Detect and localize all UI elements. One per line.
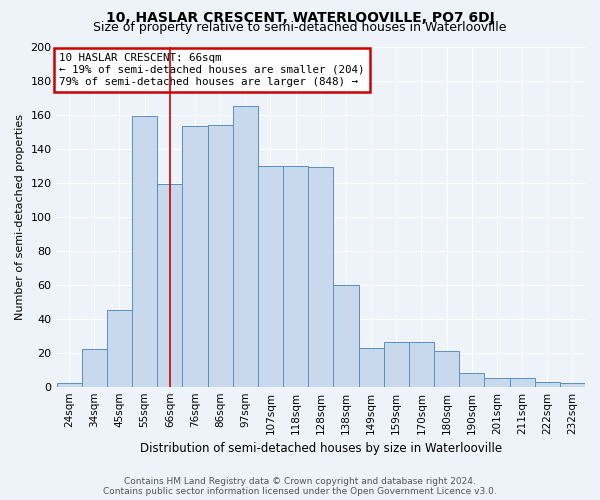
- Bar: [359, 348, 383, 387]
- Bar: [484, 378, 509, 386]
- Bar: [208, 124, 233, 386]
- Bar: [535, 382, 560, 386]
- Bar: [56, 384, 82, 386]
- Bar: [132, 116, 157, 386]
- Text: Contains HM Land Registry data © Crown copyright and database right 2024.
Contai: Contains HM Land Registry data © Crown c…: [103, 476, 497, 496]
- Bar: [258, 166, 283, 386]
- Bar: [182, 126, 208, 386]
- Text: 10 HASLAR CRESCENT: 66sqm
← 19% of semi-detached houses are smaller (204)
79% of: 10 HASLAR CRESCENT: 66sqm ← 19% of semi-…: [59, 54, 365, 86]
- Text: Size of property relative to semi-detached houses in Waterlooville: Size of property relative to semi-detach…: [93, 21, 507, 34]
- Bar: [383, 342, 409, 386]
- Bar: [409, 342, 434, 386]
- Y-axis label: Number of semi-detached properties: Number of semi-detached properties: [15, 114, 25, 320]
- Bar: [82, 350, 107, 387]
- Bar: [308, 168, 334, 386]
- Bar: [560, 384, 585, 386]
- Text: 10, HASLAR CRESCENT, WATERLOOVILLE, PO7 6DJ: 10, HASLAR CRESCENT, WATERLOOVILLE, PO7 …: [106, 11, 494, 25]
- Bar: [157, 184, 182, 386]
- Bar: [233, 106, 258, 386]
- X-axis label: Distribution of semi-detached houses by size in Waterlooville: Distribution of semi-detached houses by …: [140, 442, 502, 455]
- Bar: [459, 373, 484, 386]
- Bar: [107, 310, 132, 386]
- Bar: [334, 284, 359, 386]
- Bar: [434, 351, 459, 386]
- Bar: [509, 378, 535, 386]
- Bar: [283, 166, 308, 386]
